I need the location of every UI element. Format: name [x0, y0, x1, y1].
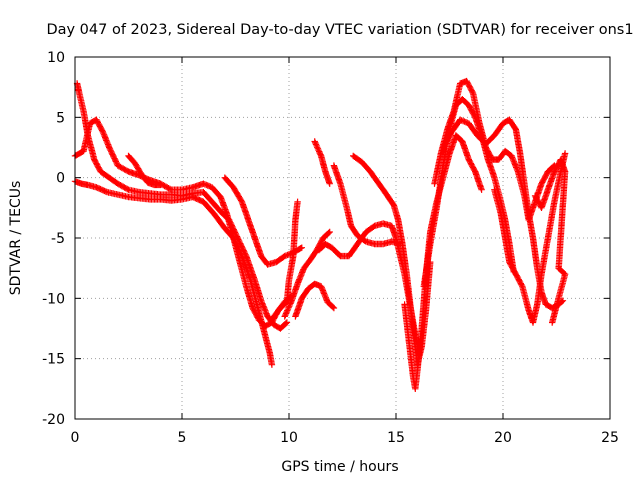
data-points-layer: [71, 77, 569, 392]
x-tick-label: 0: [71, 430, 80, 446]
y-tick-label: -20: [42, 412, 65, 428]
x-tick-label: 25: [601, 430, 619, 446]
series-track-6: [270, 198, 301, 320]
x-tick-label: 10: [280, 430, 298, 446]
x-tick-label: 5: [178, 430, 187, 446]
y-tick-label: -5: [51, 231, 65, 247]
data-point-markers: [221, 174, 305, 268]
y-tick-label: 10: [47, 50, 65, 66]
series-track-18: [531, 156, 569, 326]
data-point-markers: [330, 162, 404, 248]
y-tick-label: -10: [42, 291, 65, 307]
data-point-markers: [270, 198, 301, 320]
data-point-markers: [292, 280, 338, 320]
y-tick-label: -15: [42, 352, 65, 368]
y-tick-label: 0: [56, 171, 65, 187]
series-track-8: [292, 280, 338, 320]
y-axis-label: SDTVAR / TECUs: [8, 181, 24, 296]
grid-lines: [75, 57, 610, 419]
series-track-10: [330, 162, 404, 248]
data-point-markers: [531, 156, 569, 326]
data-point-markers: [491, 150, 569, 326]
data-point-markers: [73, 80, 291, 332]
series-track-2: [73, 80, 291, 332]
series-track-9: [311, 138, 333, 187]
chart-title: Day 047 of 2023, Sidereal Day-to-day VTE…: [46, 22, 633, 38]
y-tick-label: 5: [56, 110, 65, 126]
x-tick-label: 20: [494, 430, 512, 446]
x-axis-label: GPS time / hours: [281, 459, 398, 475]
x-tick-label: 15: [387, 430, 405, 446]
series-track-5: [221, 174, 305, 268]
data-point-markers: [311, 138, 333, 187]
axis-ticks: 0 5 10 15 20 25 -20 -15 -10 -5 0 5 10: [42, 50, 619, 446]
series-track-4: [125, 152, 164, 189]
data-point-markers: [125, 152, 164, 189]
series-track-17: [491, 150, 569, 326]
